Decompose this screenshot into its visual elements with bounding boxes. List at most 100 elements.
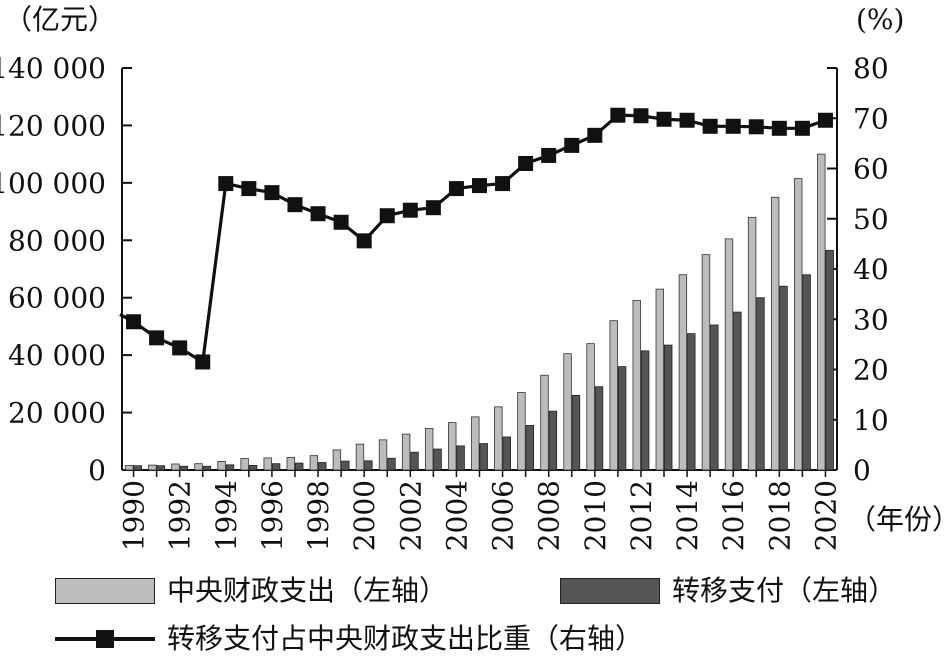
ratio-point xyxy=(541,147,557,163)
bar-transfer-payments xyxy=(825,249,834,471)
ratio-point xyxy=(633,108,649,124)
bar-transfer-payments xyxy=(525,425,535,471)
bar-central-spending xyxy=(240,458,249,471)
x-tick-label: 1992 xyxy=(164,480,197,551)
ratio-line-group xyxy=(119,107,833,370)
legend-central-spending: 中央财政支出（左轴） xyxy=(55,577,447,605)
right-y-tick-label: 0 xyxy=(853,454,871,487)
bar-transfer-payments xyxy=(710,324,719,471)
x-tick-label: 2004 xyxy=(440,480,473,551)
bar-transfer-payments xyxy=(156,465,165,471)
right-y-tick-label: 30 xyxy=(853,303,889,336)
bar-transfer-payments xyxy=(802,274,811,471)
left-y-tick-label: 40 000 xyxy=(8,339,106,372)
bar-central-spending xyxy=(471,416,480,471)
bar-central-spending xyxy=(448,422,457,471)
ratio-point xyxy=(472,178,487,194)
ratio-point xyxy=(218,176,234,192)
bar-transfer-payments xyxy=(756,297,765,471)
bar-central-spending xyxy=(724,238,734,471)
bar-transfer-payments xyxy=(133,465,142,471)
right-y-tick-label: 40 xyxy=(853,253,889,286)
bar-transfer-payments xyxy=(594,386,604,471)
legend-ratio-line: 转移支付占中央财政支出比重（右轴） xyxy=(55,625,643,653)
bar-central-spending xyxy=(125,465,134,471)
right-y-tick-label: 80 xyxy=(853,52,889,85)
ratio-point xyxy=(333,214,349,230)
bar-central-spending xyxy=(701,254,711,471)
bar-central-spending xyxy=(309,455,319,471)
x-tick-label: 2018 xyxy=(763,480,796,551)
bar-central-spending xyxy=(817,153,826,471)
bar-transfer-payments xyxy=(341,460,350,471)
left-axis-unit: （亿元） xyxy=(4,3,117,36)
ratio-point xyxy=(587,127,603,143)
legend-swatch-central-spending xyxy=(55,578,155,604)
bar-central-spending xyxy=(586,343,595,471)
ratio-point xyxy=(310,206,326,222)
bar-transfer-payments xyxy=(318,462,327,471)
bar-transfer-payments xyxy=(548,410,558,471)
ratio-point xyxy=(495,176,511,192)
bar-central-spending xyxy=(494,406,503,471)
x-tick-label: 2012 xyxy=(625,480,658,551)
x-tick-label: 2020 xyxy=(809,480,842,551)
ratio-point xyxy=(610,107,626,123)
bar-transfer-payments xyxy=(640,350,650,471)
ratio-point xyxy=(656,111,672,127)
legend-label-transfer-payments: 转移支付（左轴） xyxy=(672,574,897,607)
ratio-line xyxy=(119,113,826,364)
ratio-point xyxy=(149,330,165,346)
x-tick-label: 2010 xyxy=(579,480,612,551)
x-tick-label: 2008 xyxy=(533,480,566,551)
ratio-point xyxy=(679,112,695,128)
right-y-tick-label: 50 xyxy=(853,203,889,236)
bar-transfer-payments xyxy=(225,464,235,471)
left-y-tick-label: 0 xyxy=(88,454,106,487)
ratio-point xyxy=(725,118,741,134)
x-tick-label: 1990 xyxy=(118,480,151,551)
bar-transfer-payments xyxy=(571,394,581,471)
bar-central-spending xyxy=(286,456,295,471)
legend-label-central-spending: 中央财政支出（左轴） xyxy=(167,574,448,607)
legend-swatch-transfer-payments xyxy=(560,578,660,604)
right-y-tick-label: 20 xyxy=(853,354,889,387)
x-tick-label: 2000 xyxy=(348,480,381,551)
legend-transfer-payments: 转移支付（左轴） xyxy=(560,577,896,605)
x-tick-label: 2014 xyxy=(671,480,704,551)
bar-transfer-payments xyxy=(502,436,511,471)
ratio-point xyxy=(287,197,303,213)
left-y-tick-label: 60 000 xyxy=(8,282,106,315)
right-y-tick-label: 10 xyxy=(853,404,889,437)
bar-central-spending xyxy=(517,392,526,471)
x-tick-labels: 1990 1992 1994 1996 1998 2000 2002 2004 2006 2008… xyxy=(118,480,843,551)
bar-transfer-payments xyxy=(779,285,788,471)
x-tick-label: 1996 xyxy=(256,480,289,551)
ratio-point xyxy=(402,202,418,218)
bar-transfer-payments xyxy=(248,465,258,471)
ratio-point xyxy=(817,112,833,128)
ratio-point xyxy=(379,208,395,224)
legend-swatch-ratio-line xyxy=(55,626,155,652)
bar-transfer-payments xyxy=(479,443,488,471)
bar-central-spending xyxy=(171,463,180,471)
ratio-point xyxy=(748,119,764,135)
bar-central-spending xyxy=(194,463,203,471)
legend-label-ratio-line: 转移支付占中央财政支出比重（右轴） xyxy=(167,622,644,655)
bar-transfer-payments xyxy=(294,462,304,471)
ratio-point xyxy=(172,340,188,356)
bar-transfer-payments xyxy=(433,448,442,471)
x-tick-label: 1994 xyxy=(210,480,243,551)
bar-transfer-payments xyxy=(387,457,396,471)
ratio-point xyxy=(195,354,211,370)
ratio-point xyxy=(771,120,787,136)
bar-central-spending xyxy=(263,457,272,471)
ratio-point xyxy=(518,155,534,171)
bar-central-spending xyxy=(148,464,157,471)
bar-central-spending xyxy=(217,460,226,471)
ratio-point xyxy=(356,233,372,249)
bar-central-spending xyxy=(794,178,803,471)
x-tick-label: 2016 xyxy=(717,480,750,551)
right-axis-unit: (%) xyxy=(856,3,905,36)
